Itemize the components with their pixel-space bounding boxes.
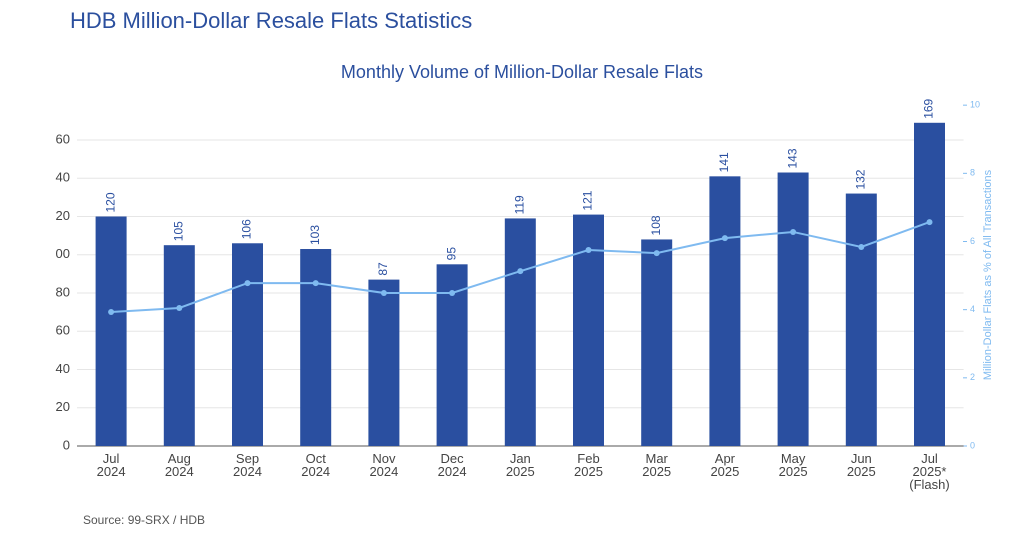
bar (232, 243, 263, 446)
bar-value-label: 95 (444, 247, 458, 261)
x-tick-line: 2024 (165, 464, 194, 479)
x-tick-line: Sep (236, 451, 259, 466)
source: Source: 99-SRX / HDB (83, 513, 205, 527)
x-tick-line: 2025 (847, 464, 876, 479)
y-tick-label: 60 (56, 131, 70, 146)
line-point (721, 235, 728, 242)
x-tick-line: Aug (168, 451, 191, 466)
bar-value-label: 103 (308, 225, 322, 245)
y2-tick-label: 8 (970, 168, 975, 178)
page-title: HDB Million-Dollar Resale Flats Statisti… (70, 8, 472, 33)
bar-value-label: 141 (717, 152, 731, 172)
bar-value-label: 169 (922, 98, 936, 118)
x-tick-label: Jul 2025* (Flash) (909, 451, 949, 492)
y2-tick-label: 0 (970, 440, 975, 450)
line-point (312, 280, 319, 287)
x-tick-line: 2025* (913, 464, 947, 479)
x-tick-line: 2025 (779, 464, 808, 479)
bar (163, 245, 195, 446)
line-point (108, 309, 115, 316)
y2-tick-label: 6 (970, 236, 975, 246)
x-tick-label: Dec 2024 (438, 451, 467, 479)
bar (95, 216, 127, 446)
y2-tick-label: 10 (970, 100, 980, 110)
bar-value-label: 108 (649, 215, 663, 235)
x-tick-label: Sep 2024 (233, 451, 262, 479)
line-point (517, 268, 524, 275)
x-tick-label: Aug 2024 (165, 451, 194, 479)
bar-value-label: 132 (853, 169, 867, 189)
x-tick-line: 2024 (301, 464, 330, 479)
y-tick-label: 0 (63, 437, 70, 452)
x-tick-line: 2024 (233, 464, 262, 479)
line-point (858, 243, 865, 250)
y2-axis-label: Million-Dollar Flats as % of All Transac… (982, 169, 994, 380)
line-point (585, 247, 592, 254)
bar-value-label: 87 (376, 262, 390, 276)
x-tick-line: 2025 (642, 464, 671, 479)
x-tick-line: May (781, 451, 806, 466)
x-tick-line: Apr (715, 451, 736, 466)
x-tick-label: Feb 2025 (574, 451, 603, 479)
y-tick-label: 20 (56, 399, 70, 414)
y-tick-label: 80 (56, 284, 70, 299)
y2-tick-label: 2 (970, 372, 975, 382)
x-tick-line: 2025 (574, 464, 603, 479)
line-point (926, 219, 933, 226)
y-tick-label: 20 (56, 208, 70, 223)
x-tick-line: 2024 (438, 464, 467, 479)
bar-value-label: 121 (581, 190, 595, 210)
line-point (790, 228, 797, 235)
line-point (380, 289, 387, 296)
line-point (176, 304, 183, 311)
y-tick-label: 40 (56, 361, 70, 376)
bar (504, 218, 536, 446)
x-tick-label: Nov 2024 (369, 451, 398, 479)
y2-tick-label: 4 (970, 304, 975, 314)
line-point (449, 289, 456, 296)
x-tick-line: Mar (646, 451, 669, 466)
x-tick-label: Apr 2025 (710, 451, 739, 479)
x-tick-label: Jul 2024 (97, 451, 126, 479)
bar (300, 249, 332, 446)
x-tick-line: Dec (441, 451, 465, 466)
x-tick-line: 2025 (710, 464, 739, 479)
y-tick-label: 00 (56, 246, 70, 261)
x-tick-line: Jan (510, 451, 531, 466)
x-tick-line: 2024 (97, 464, 126, 479)
bar (845, 193, 877, 446)
x-tick-label: Oct 2024 (301, 451, 330, 479)
x-tick-line: Jul (103, 451, 120, 466)
x-tick-line: Feb (577, 451, 599, 466)
x-tick-label: Jun 2025 (847, 451, 876, 479)
y-tick-label: 40 (56, 170, 70, 185)
bar (641, 239, 673, 446)
bar (368, 279, 400, 446)
bar-value-label: 119 (512, 195, 526, 214)
x-tick-line: Oct (306, 451, 327, 466)
x-tick-line: Nov (372, 451, 396, 466)
x-tick-line: 2024 (369, 464, 398, 479)
line-point (653, 250, 660, 257)
x-tick-line: Jun (851, 451, 872, 466)
x-tick-line: 2025 (506, 464, 535, 479)
bar-value-label: 105 (171, 221, 185, 241)
line-point (244, 280, 251, 287)
chart-title: Monthly Volume of Million-Dollar Resale … (341, 62, 703, 82)
y-tick-label: 60 (56, 323, 70, 338)
x-tick-line: (Flash) (909, 477, 949, 492)
bar (777, 172, 809, 446)
x-tick-label: May 2025 (779, 451, 808, 479)
x-tick-label: Jan 2025 (506, 451, 535, 479)
bar (914, 122, 945, 446)
bar-value-label: 143 (785, 148, 799, 168)
bar-value-label: 120 (103, 192, 117, 212)
bar (709, 176, 741, 446)
x-tick-line: Jul (921, 451, 938, 466)
bar-value-label: 106 (240, 219, 254, 239)
x-tick-label: Mar 2025 (642, 451, 671, 479)
